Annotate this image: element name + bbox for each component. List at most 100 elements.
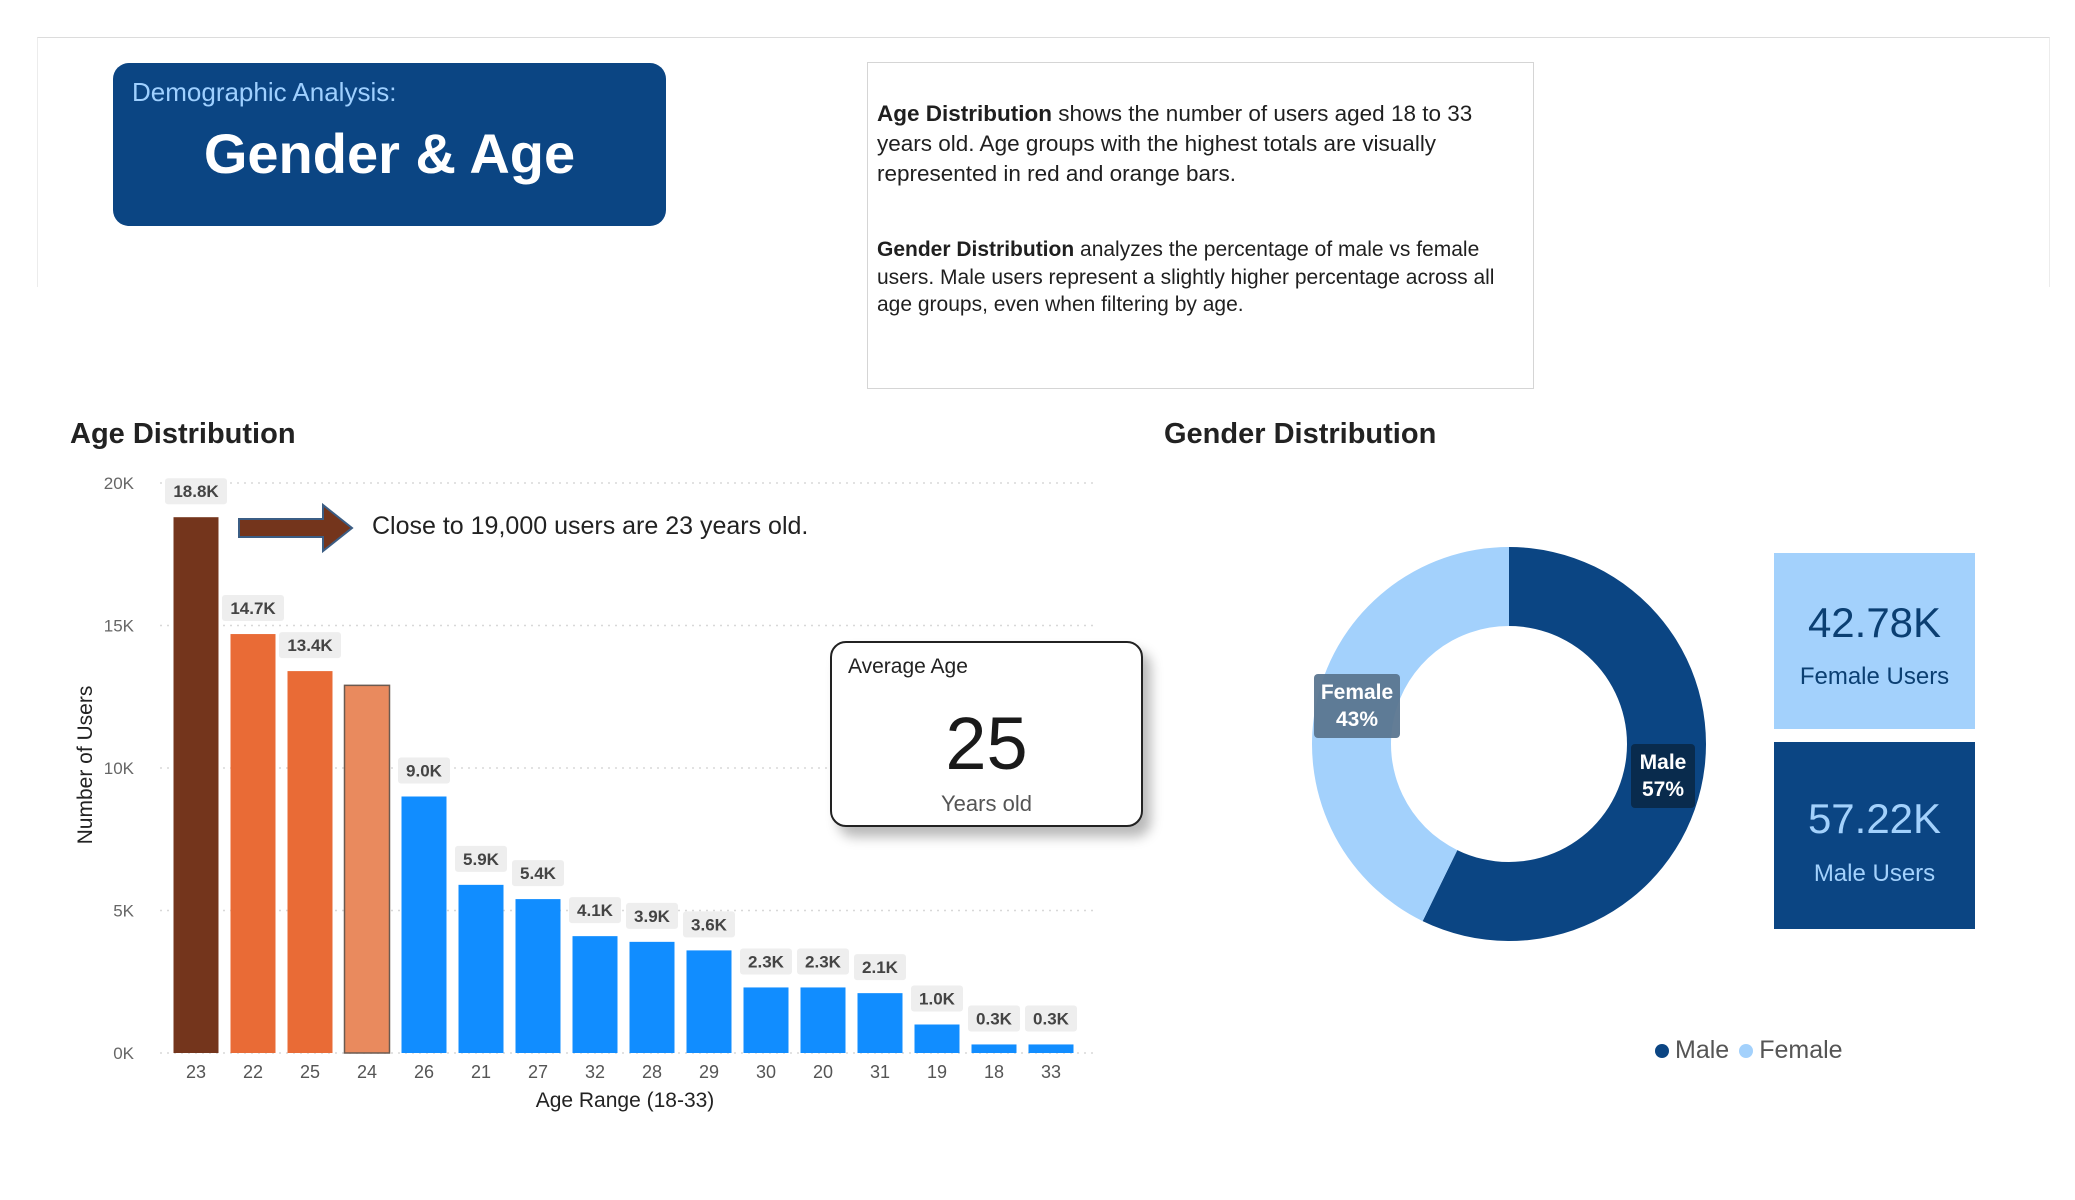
male-users-label: Male Users	[1813, 860, 1936, 887]
gender-section-title: Gender Distribution	[1164, 418, 1437, 450]
legend-item-male[interactable]: Male	[1655, 1036, 1729, 1065]
annotation-arrow	[238, 502, 354, 554]
age-description: Age Distribution shows the number of use…	[877, 99, 1519, 189]
female-users-value: 42.78K	[1807, 599, 1942, 646]
data-label: 3.9K	[634, 907, 671, 926]
description-box: Age Distribution shows the number of use…	[867, 62, 1534, 389]
gender-description: Gender Distribution analyzes the percent…	[877, 236, 1519, 319]
data-label-bg	[911, 985, 963, 1012]
x-tick-label: 26	[414, 1062, 434, 1082]
average-age-card: Average Age 25 Years old	[830, 641, 1143, 827]
donut-data-label: Male	[1640, 751, 1687, 774]
data-label-bg	[279, 632, 341, 659]
age-section-title: Age Distribution	[70, 418, 296, 450]
page-subtitle: Demographic Analysis:	[132, 77, 397, 107]
donut-label-bg	[1631, 744, 1695, 808]
age-description-text: shows the number of users aged 18 to 33 …	[877, 101, 1473, 186]
data-label: 18.8K	[173, 482, 219, 501]
bar-age-24[interactable]	[343, 684, 391, 1054]
gender-legend: Male Female	[1655, 1036, 1853, 1065]
x-tick-label: 27	[528, 1062, 548, 1082]
x-tick-label: 33	[1041, 1062, 1061, 1082]
bar-age-25[interactable]	[287, 671, 333, 1053]
x-axis-title: Age Range (18-33)	[536, 1089, 715, 1112]
x-tick-label: 30	[756, 1062, 776, 1082]
bar-age-19[interactable]	[914, 1024, 960, 1054]
female-users-label: Female Users	[1799, 663, 1950, 690]
male-users-value: 57.22K	[1807, 795, 1942, 842]
data-label-bg	[1025, 1005, 1077, 1032]
data-label-bg	[512, 860, 564, 887]
data-label: 4.1K	[577, 901, 614, 920]
data-label: 13.4K	[287, 636, 333, 655]
y-tick-label: 5K	[113, 902, 134, 921]
x-tick-label: 19	[927, 1062, 947, 1082]
data-label-bg	[683, 911, 735, 938]
x-tick-label: 20	[813, 1062, 833, 1082]
legend-item-female[interactable]: Female	[1739, 1036, 1843, 1065]
average-age-unit: Years old	[941, 791, 1032, 816]
bar-age-27[interactable]	[515, 899, 561, 1053]
bar-age-20[interactable]	[800, 987, 846, 1053]
y-axis-title: Number of Users	[74, 686, 97, 845]
data-label: 2.3K	[805, 952, 842, 971]
y-tick-label: 10K	[104, 759, 135, 778]
data-label-bg	[968, 1005, 1020, 1032]
data-label-bg	[569, 897, 621, 924]
peak-annotation: Close to 19,000 users are 23 years old.	[372, 512, 809, 540]
bar-age-33[interactable]	[1028, 1044, 1074, 1053]
title-card: Demographic Analysis: Gender & Age	[113, 63, 666, 226]
legend-label-female: Female	[1759, 1036, 1843, 1064]
donut-slice-male[interactable]	[1422, 547, 1706, 941]
bar-age-21[interactable]	[458, 884, 504, 1053]
data-label: 2.1K	[862, 958, 899, 977]
data-label: 9.0K	[406, 762, 443, 781]
data-label-bg	[398, 757, 450, 784]
donut-data-label: 57%	[1642, 778, 1684, 801]
bar-age-32[interactable]	[572, 936, 618, 1053]
gender-description-heading: Gender Distribution	[877, 238, 1075, 261]
bar-age-18[interactable]	[971, 1044, 1017, 1053]
y-tick-label: 20K	[104, 474, 135, 493]
page-title: Gender & Age	[203, 122, 576, 185]
header-frame	[37, 37, 2050, 287]
data-label: 14.7K	[230, 599, 276, 618]
data-label-bg	[626, 902, 678, 929]
legend-label-male: Male	[1675, 1036, 1730, 1064]
bar-age-30[interactable]	[743, 987, 789, 1053]
data-label-bg	[797, 948, 849, 975]
bar-age-29[interactable]	[686, 950, 732, 1053]
data-label: 5.4K	[520, 864, 557, 883]
donut-slice-female[interactable]	[1312, 547, 1509, 922]
x-tick-label: 24	[357, 1062, 377, 1082]
x-tick-label: 21	[471, 1062, 491, 1082]
data-label-bg	[222, 595, 284, 622]
bar-age-28[interactable]	[629, 941, 675, 1053]
x-tick-label: 18	[984, 1062, 1004, 1082]
data-label: 5.9K	[463, 850, 500, 869]
legend-dot-female	[1739, 1043, 1754, 1058]
x-tick-label: 32	[585, 1062, 605, 1082]
bar-age-31[interactable]	[857, 993, 903, 1053]
x-tick-label: 28	[642, 1062, 662, 1082]
data-label-bg	[165, 478, 227, 505]
gender-description-text: analyzes the percentage of male vs femal…	[877, 238, 1495, 316]
bar-age-22[interactable]	[230, 634, 276, 1053]
donut-label-bg	[1314, 674, 1400, 738]
x-tick-label: 25	[300, 1062, 320, 1082]
x-tick-label: 22	[243, 1062, 263, 1082]
bar-age-23[interactable]	[173, 517, 219, 1053]
data-label-bg	[455, 845, 507, 872]
donut-data-label: Female	[1321, 681, 1393, 704]
x-tick-label: 23	[186, 1062, 206, 1082]
age-description-heading: Age Distribution	[877, 101, 1052, 126]
average-age-value: 25	[945, 702, 1028, 785]
data-label-bg	[740, 948, 792, 975]
x-tick-label: 31	[870, 1062, 890, 1082]
male-users-card: 57.22K Male Users	[1774, 742, 1975, 929]
data-label: 0.3K	[976, 1009, 1013, 1028]
y-tick-label: 0K	[113, 1044, 134, 1063]
data-label: 1.0K	[919, 990, 956, 1009]
bar-age-26[interactable]	[401, 796, 447, 1054]
